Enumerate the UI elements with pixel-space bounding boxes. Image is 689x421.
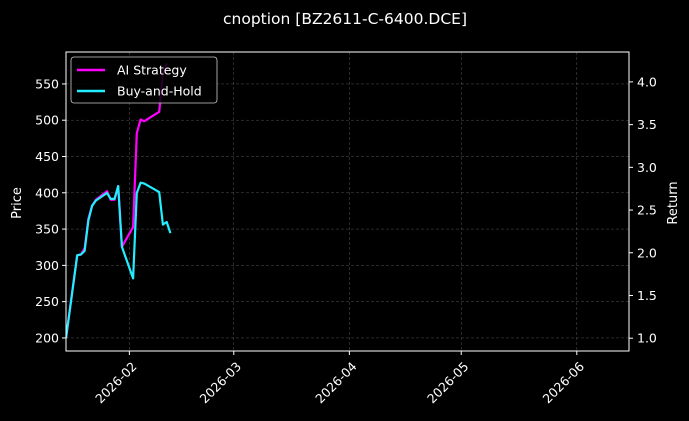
y-right-tick-label: 1.0 (637, 331, 657, 346)
y-right-tick-label: 2.0 (637, 245, 657, 260)
y-axis-right: 1.0 1.5 2.0 2.5 3.0 3.5 4.0 (629, 74, 657, 346)
y-right-tick-label: 1.5 (637, 288, 657, 303)
y-right-tick-label: 3.0 (637, 160, 657, 175)
y-right-tick-label: 4.0 (637, 74, 657, 89)
y-left-tick-label: 250 (35, 294, 59, 309)
series-line-buy-and-hold (66, 181, 172, 339)
plot-frame (65, 51, 630, 352)
y-left-tick-label: 450 (35, 149, 59, 164)
y-left-tick-label: 200 (35, 330, 59, 345)
y-left-tick-label: 300 (35, 258, 59, 273)
series-layer (66, 62, 172, 339)
y-left-tick-label: 500 (35, 113, 59, 128)
y-right-tick-label: 2.5 (637, 203, 657, 218)
legend-box (70, 56, 218, 104)
chart-title: cnoption [BZ2611-C-6400.DCE] (223, 10, 467, 28)
grid (66, 52, 629, 351)
y-axis-right-title: Return (666, 181, 681, 224)
y-left-tick-label: 400 (35, 185, 59, 200)
y-left-tick-label: 550 (35, 76, 59, 91)
legend: AI Strategy Buy-and-Hold (70, 56, 218, 104)
legend-label-ai-strategy: AI Strategy (117, 63, 187, 78)
y-right-tick-label: 3.5 (637, 117, 657, 132)
legend-label-buy-and-hold: Buy-and-Hold (117, 84, 202, 99)
y-axis-left-title: Price (10, 187, 25, 219)
y-axis-left: 200 250 300 350 400 450 500 550 (35, 76, 66, 345)
y-left-tick-label: 350 (35, 222, 59, 237)
